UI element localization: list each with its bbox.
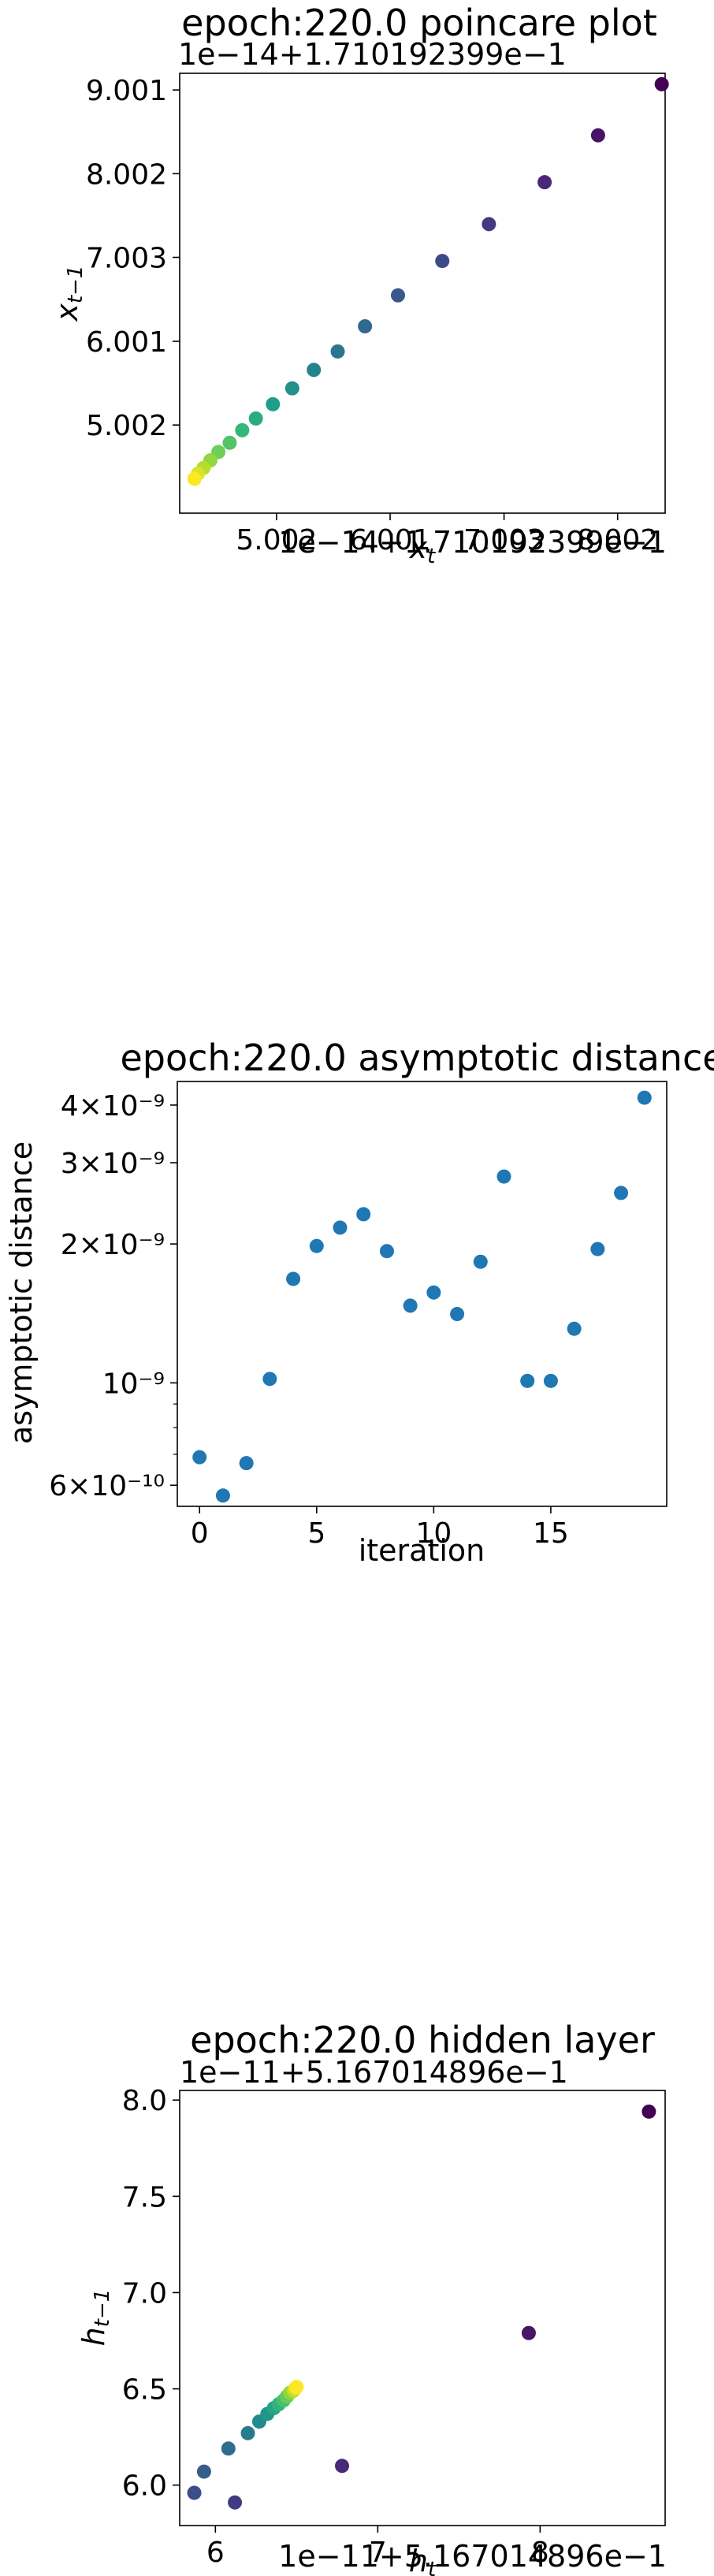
y-tick-label: 6.5	[122, 2374, 167, 2407]
chart1-y-axis: 5.002 6.001 7.003 8.002 9.001	[86, 75, 180, 442]
y-tick-label: 6.0	[122, 2470, 167, 2503]
data-point	[482, 217, 496, 232]
y-tick-label: 7.003	[86, 243, 167, 275]
data-point	[637, 1090, 652, 1105]
data-point	[262, 1372, 277, 1387]
chart3-points	[187, 2104, 656, 2510]
data-point	[520, 1373, 535, 1388]
data-point	[309, 1238, 324, 1253]
x-tick-label: 6	[206, 2537, 225, 2569]
data-point	[496, 1169, 511, 1184]
chart3-y-offset: 1e−11+5.167014896e−1	[180, 2055, 568, 2090]
chart3-y-label: ht−1	[76, 2289, 114, 2347]
poincare-chart: epoch:220.0 poincare plot 1e−14+1.710192…	[50, 2, 669, 568]
data-point	[221, 2441, 236, 2456]
data-point	[390, 288, 405, 303]
data-point	[654, 76, 669, 91]
hidden-layer-chart: epoch:220.0 hidden layer 1e−11+5.1670148…	[76, 2019, 667, 2576]
data-point	[289, 2380, 304, 2395]
x-tick-label: 5	[307, 1517, 325, 1550]
data-point	[196, 2464, 211, 2479]
chart1-x-label: xt	[409, 530, 437, 568]
data-point	[521, 2325, 536, 2340]
data-point	[641, 2104, 656, 2119]
chart3-y-axis: 6.0 6.5 7.0 7.5 8.0	[122, 2085, 180, 2503]
data-point	[543, 1373, 558, 1388]
x-tick-label: 15	[533, 1517, 569, 1550]
data-point	[228, 2495, 243, 2510]
data-point	[248, 411, 263, 426]
data-point	[379, 1244, 394, 1259]
data-point	[235, 423, 250, 437]
x-tick-label: 10	[415, 1517, 452, 1550]
chart1-y-offset: 1e−14+1.710192399e−1	[178, 37, 567, 72]
data-point	[266, 396, 281, 411]
y-tick-label: 4×10⁻⁹	[61, 1090, 165, 1122]
chart1-x-axis: 5.002 6.001 7.003 8.002	[236, 513, 658, 557]
chart3-x-offset: 1e−11+5.167014896e−1	[278, 2539, 667, 2574]
chart2-plot-frame	[177, 1081, 668, 1507]
chart1-points	[187, 76, 669, 486]
x-tick-label: 8	[531, 2537, 549, 2569]
data-point	[590, 128, 605, 143]
y-tick-label: 7.5	[122, 2181, 167, 2213]
y-tick-label: 7.0	[122, 2277, 167, 2310]
data-point	[537, 175, 552, 190]
x-tick-label: 7	[369, 2537, 387, 2569]
data-point	[333, 1220, 348, 1235]
data-point	[435, 254, 450, 269]
y-tick-label: 6.001	[86, 326, 167, 359]
data-point	[286, 1271, 301, 1286]
data-point	[590, 1241, 605, 1256]
chart3-plot-frame	[179, 2090, 666, 2526]
y-tick-label: 6×10⁻¹⁰	[49, 1470, 165, 1502]
x-tick-label: 5.002	[236, 524, 317, 557]
y-tick-label: 10⁻⁹	[102, 1368, 165, 1400]
chart3-x-axis: 6 7 8	[206, 2526, 549, 2569]
data-point	[473, 1254, 488, 1269]
data-point	[307, 363, 322, 378]
y-tick-label: 2×10⁻⁹	[61, 1229, 165, 1261]
data-point	[192, 1450, 207, 1465]
y-tick-label: 3×10⁻⁹	[61, 1148, 165, 1180]
asymptotic-distance-chart: epoch:220.0 asymptotic distance 6×10⁻¹⁰ 1…	[4, 1037, 714, 1568]
data-point	[222, 435, 237, 450]
chart2-x-label: iteration	[359, 1533, 485, 1568]
data-point	[426, 1285, 441, 1300]
data-point	[284, 381, 299, 396]
data-point	[356, 1207, 371, 1222]
data-point	[403, 1298, 418, 1313]
x-tick-label: 7.003	[463, 524, 545, 557]
chart2-points	[192, 1090, 652, 1503]
data-point	[187, 471, 202, 486]
data-point	[239, 1456, 254, 1471]
x-tick-label: 6.001	[349, 524, 430, 557]
data-point	[450, 1307, 465, 1322]
data-point	[358, 318, 373, 333]
chart1-plot-frame	[179, 73, 666, 514]
chart2-title: epoch:220.0 asymptotic distance	[120, 1037, 714, 1079]
data-point	[215, 1488, 230, 1503]
data-point	[567, 1321, 582, 1336]
chart1-title: epoch:220.0 poincare plot	[181, 2, 657, 44]
data-point	[330, 344, 345, 359]
chart3-title: epoch:220.0 hidden layer	[190, 2019, 655, 2061]
y-tick-label: 8.002	[86, 158, 167, 191]
chart2-x-axis: 0 5 10 15	[191, 1506, 569, 1550]
data-point	[614, 1186, 629, 1201]
y-tick-label: 5.002	[86, 410, 167, 442]
data-point	[240, 2425, 255, 2440]
data-point	[187, 2485, 202, 2500]
chart1-x-offset: 1e−14+1.710192399e−1	[278, 525, 667, 560]
x-tick-label: 0	[191, 1517, 209, 1550]
x-tick-label: 8.002	[577, 524, 658, 557]
chart1-y-label: xt−1	[50, 265, 87, 322]
chart2-y-label: asymptotic distance	[4, 1141, 39, 1444]
y-tick-label: 9.001	[86, 75, 167, 107]
data-point	[335, 2459, 350, 2474]
y-tick-label: 8.0	[122, 2085, 167, 2117]
chart2-y-axis: 6×10⁻¹⁰ 10⁻⁹ 2×10⁻⁹ 3×10⁻⁹ 4×10⁻⁹	[49, 1090, 177, 1502]
